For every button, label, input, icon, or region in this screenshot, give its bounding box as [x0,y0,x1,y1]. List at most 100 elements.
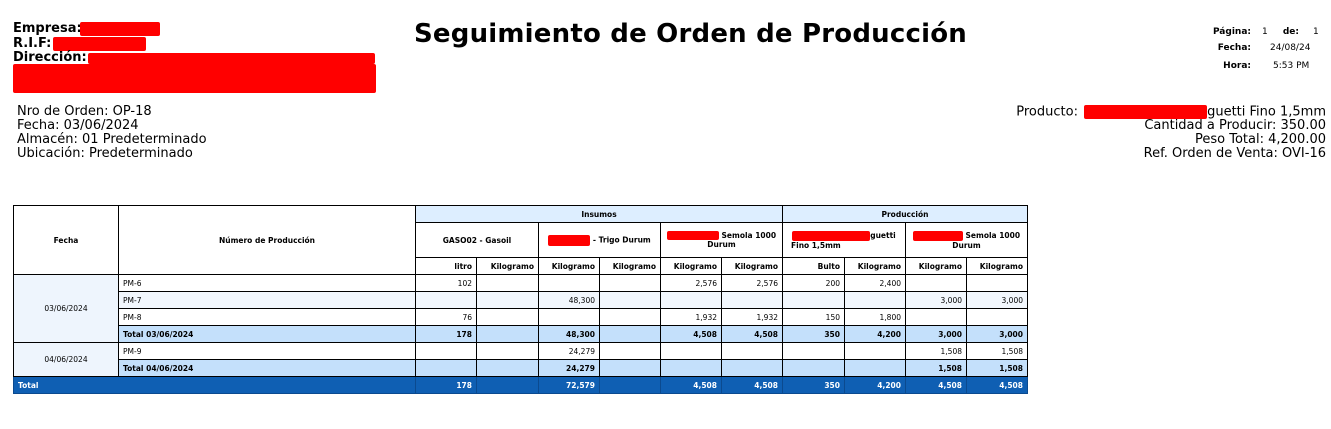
cantidad: Cantidad a Producir: 350.00 [1144,118,1326,133]
item-semola-redaction [666,231,719,241]
cell [782,342,845,360]
fecha-label: Fecha: [1217,43,1251,53]
company-direccion: Dirección: [13,51,87,65]
cell [721,291,783,309]
group-date: 04/06/2024 [13,342,119,377]
unit-header: Kilogramo [721,257,783,275]
cell [844,359,906,377]
cell: 1,932 [660,308,722,326]
cell [660,342,722,360]
subtotal-label: Total 04/06/2024 [118,359,416,377]
row-name: PM-8 [118,308,416,326]
col-fecha-header: Fecha [13,205,119,275]
cell: 4,508 [660,325,722,343]
producto-redaction [1084,105,1208,119]
production-table: Fecha Número de Producción Insumos Produ… [13,205,1028,394]
cell [966,308,1028,326]
cell: 1,932 [721,308,783,326]
grand-total-row: Total 178 72,579 4,508 4,508 350 4,200 4… [13,376,1028,394]
table-row: PM-8 76 1,932 1,932 150 1,800 [14,308,1028,326]
row-name: PM-6 [118,274,416,292]
item-product-redaction [792,230,871,241]
item-trigo-redaction [548,234,591,246]
cell [599,359,661,377]
cell: 4,508 [660,376,722,394]
pagina-value: 1 [1262,27,1268,37]
cell: 1,508 [966,342,1028,360]
producto: Producto: guetti Fino 1,5mm [1016,105,1326,120]
cell [660,359,722,377]
unit-header: Kilogramo [599,257,661,275]
empresa-label: Empresa: [13,21,82,36]
item-product-header: guetti Fino 1,5mm [782,222,906,258]
cell: 1,508 [905,359,967,377]
cell: 3,000 [966,291,1028,309]
unit-header: Kilogramo [844,257,906,275]
order-fecha: Fecha: 03/06/2024 [17,118,139,133]
item-semola2-line1: Semola 1000 [965,230,1021,240]
unit-header: Kilogramo [476,257,539,275]
company-rif: R.I.F: [13,37,51,51]
cell: 4,508 [721,325,783,343]
cell [905,308,967,326]
cell: 24,279 [538,342,600,360]
cell [782,359,845,377]
producto-suffix: guetti Fino 1,5mm [1207,104,1326,120]
item-gasoil-header: GASO02 - Gasoil [415,222,539,258]
cell [415,342,477,360]
cell: 4,508 [966,376,1028,394]
cell [476,359,539,377]
cell [538,274,600,292]
unit-header: Kilogramo [538,257,600,275]
cell: 4,508 [905,376,967,394]
item-product-line1: guetti [870,230,896,240]
subtotal-label: Total 03/06/2024 [118,325,416,343]
item-semola-header: Semola 1000 Durum [660,222,783,258]
cell: 2,576 [660,274,722,292]
item-semola2-redaction [912,230,963,241]
cell: 150 [782,308,845,326]
cell [905,274,967,292]
cell: 72,579 [538,376,600,394]
cell [599,376,661,394]
cell [844,291,906,309]
unit-header: Kilogramo [966,257,1028,275]
item-trigo-label: - Trigo Durum [592,235,651,244]
cell [599,308,661,326]
cell [660,291,722,309]
produccion-header: Producción [782,205,1028,223]
ref-orden-venta: Ref. Orden de Venta: OVI-16 [1143,146,1326,161]
cell [476,342,539,360]
cell [415,359,477,377]
unit-header: Kilogramo [660,257,722,275]
insumos-header: Insumos [415,205,783,223]
report-title: Seguimiento de Orden de Producción [414,19,967,49]
cell: 178 [415,376,477,394]
cell [599,325,661,343]
cell [721,342,783,360]
cell: 350 [782,325,845,343]
item-semola-line1: Semola 1000 [721,230,777,240]
de-value: 1 [1313,27,1319,37]
cell: 4,200 [844,376,906,394]
cell: 178 [415,325,477,343]
subtotal-row: Total 03/06/2024 178 48,300 4,508 4,508 … [14,325,1028,343]
cell: 1,508 [905,342,967,360]
cell: 48,300 [538,325,600,343]
cell [599,342,661,360]
peso-total: Peso Total: 4,200.00 [1195,132,1326,147]
table-row: 03/06/2024 PM-6 102 2,576 2,576 200 2,40… [13,274,1028,343]
cell [476,376,539,394]
grand-total-label: Total [13,376,416,394]
fecha-value: 24/08/24 [1270,43,1311,53]
cell [476,325,539,343]
cell: 4,200 [844,325,906,343]
unit-header: Kilogramo [905,257,967,275]
cell: 4,508 [721,376,783,394]
subtotal-row: Total 04/06/2024 24,279 1,508 1,508 [14,359,1028,377]
table-row: PM-7 48,300 3,000 3,000 [14,291,1028,309]
empresa-redaction [80,22,160,36]
cell [415,291,477,309]
cell: 200 [782,274,845,292]
item-semola2-line2: Durum [952,240,981,250]
